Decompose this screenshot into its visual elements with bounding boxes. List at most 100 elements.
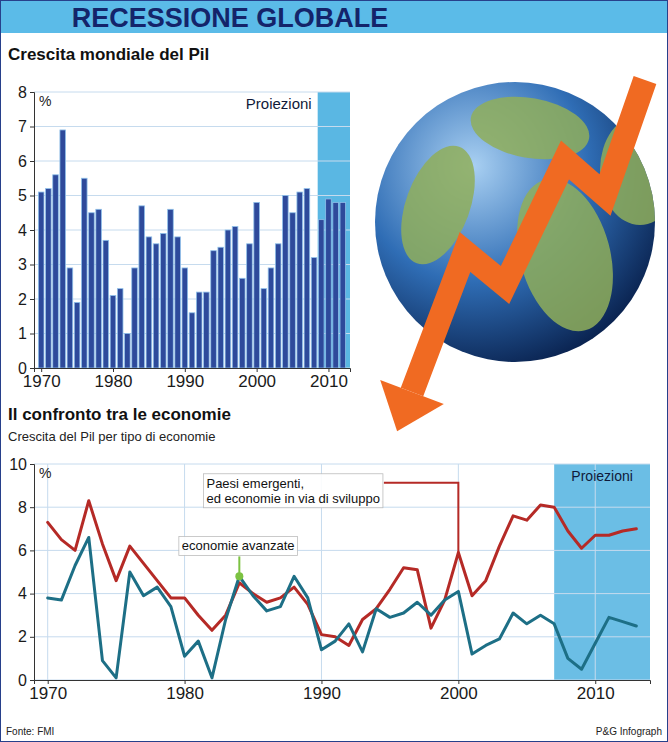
bar [132, 268, 138, 368]
tick-mark [30, 196, 34, 197]
globe [375, 82, 655, 362]
credit: P&G Infograph [596, 726, 662, 737]
tick: 6 [18, 542, 34, 559]
chart-line: Il confronto tra le economie Crescita del… [8, 405, 651, 703]
tick-label: 2010 [310, 372, 348, 391]
bar [81, 178, 87, 368]
marks [48, 501, 637, 678]
bar [153, 244, 159, 368]
bar [117, 289, 123, 368]
infographic: RECESSIONE GLOBALECrescita mondiale del … [0, 0, 668, 742]
tick-label: 8 [18, 84, 27, 101]
axis-line [35, 681, 651, 685]
tick: 2 [18, 628, 34, 645]
tick: 1990 [166, 368, 204, 391]
bar [326, 199, 332, 368]
tick-label: 6 [18, 542, 27, 559]
bar [290, 213, 296, 368]
tick-label: 2 [18, 628, 27, 645]
leader-line [384, 483, 458, 553]
tick: 1980 [95, 368, 133, 391]
tick: 4 [18, 222, 34, 239]
tick: 10 [9, 456, 34, 473]
tick-label: 2 [18, 291, 27, 308]
tick: 2000 [238, 368, 276, 391]
grid-line [34, 161, 350, 162]
tick-label: 1990 [303, 684, 341, 703]
axis-line [30, 465, 35, 681]
chart-title: Il confronto tra le economie [8, 405, 231, 424]
tick-mark [30, 265, 34, 266]
tick-label: 0 [18, 672, 27, 689]
y-axis: 012345678 [18, 84, 34, 377]
series-line [48, 537, 637, 677]
tick-mark [30, 507, 34, 508]
tick-label: 6 [18, 153, 27, 170]
source: Fonte: FMI [6, 726, 54, 737]
tick-label: 1980 [95, 372, 133, 391]
tick-label: 2000 [440, 684, 478, 703]
tick-label: 1970 [23, 372, 61, 391]
arrow-body [412, 80, 645, 392]
bar [225, 230, 231, 368]
tick: 4 [18, 585, 34, 602]
tick: 7 [18, 118, 34, 135]
bar [89, 213, 95, 368]
grid-line [34, 126, 350, 127]
bar [283, 196, 289, 369]
tick: 6 [18, 153, 34, 170]
bar [211, 251, 217, 368]
annotation: Proiezioni [571, 468, 632, 484]
tick-mark [30, 680, 34, 681]
tick-label: 1980 [166, 684, 204, 703]
plot-area [34, 464, 650, 680]
axis-unit: % [39, 93, 51, 109]
bar [139, 206, 145, 368]
tick-label: 1990 [166, 372, 204, 391]
tick-label: 8 [18, 499, 27, 516]
tick: 1 [18, 325, 34, 342]
legend: Paesi emergenti, ed economie in via di s… [179, 474, 459, 581]
bar [218, 247, 224, 368]
arrow-head [380, 380, 444, 431]
x-axis: 1970 1980 1990 2000 2010 [29, 680, 650, 703]
tick-label: 2010 [577, 684, 615, 703]
tick-label: 2000 [238, 372, 276, 391]
tick-mark [30, 334, 34, 335]
bar [254, 202, 260, 368]
tick-mark [30, 299, 34, 300]
bar [232, 227, 238, 368]
bar [168, 209, 174, 368]
header-band [1, 1, 667, 33]
tick-mark [30, 637, 34, 638]
x-axis: 1970 1980 1990 2000 2010 [23, 368, 351, 391]
legend-line: Paesi emergenti, [206, 476, 307, 491]
tick-mark [30, 161, 34, 162]
tick: 8 [18, 499, 34, 516]
tick: 3 [18, 256, 34, 273]
tick: 2010 [310, 368, 348, 391]
legend-box [203, 474, 382, 508]
tick: 1990 [303, 680, 341, 703]
bar [247, 244, 253, 368]
grid [34, 92, 350, 368]
tick-label: 7 [18, 118, 27, 135]
header-title: RECESSIONE GLOBALE [72, 3, 389, 33]
tick-mark [30, 594, 34, 595]
legend-label: Paesi emergenti, ed economie in via di s… [206, 476, 379, 506]
grid-line [34, 92, 350, 93]
projection-band [554, 464, 650, 680]
leader-dot [235, 572, 243, 580]
frame [1, 1, 668, 742]
bar [239, 278, 245, 368]
grid [34, 464, 650, 680]
chart-subtitle: Crescita del Pil per tipo di economie [8, 429, 215, 444]
projection-band [318, 92, 350, 368]
bar [74, 302, 80, 368]
bar [60, 130, 66, 368]
tick-mark [30, 368, 34, 369]
bar [125, 334, 131, 369]
bar [175, 237, 181, 368]
tick: 1970 [29, 680, 67, 703]
tick: 5 [18, 187, 34, 204]
